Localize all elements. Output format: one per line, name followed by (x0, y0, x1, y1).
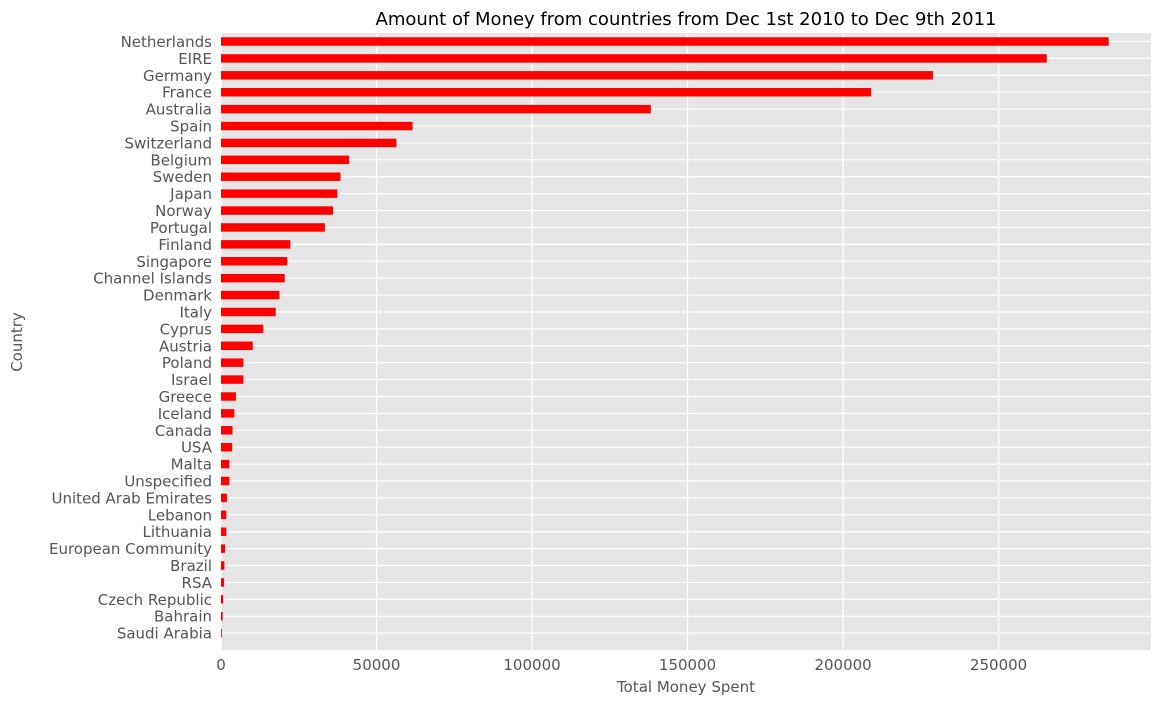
y-tick-label: Lebanon (148, 506, 212, 524)
y-tick-label: Brazil (170, 557, 212, 575)
y-tick-label: Belgium (151, 151, 213, 169)
y-tick-label: United Arab Emirates (51, 489, 212, 507)
bar (221, 290, 280, 300)
bar (221, 442, 233, 452)
bar (221, 578, 225, 587)
y-tick-label: Australia (146, 101, 212, 119)
bar (221, 375, 244, 384)
y-tick-label: Germany (143, 67, 212, 85)
y-tick-label: Lithuania (143, 523, 212, 541)
bar (221, 493, 227, 503)
x-tick-label: 250000 (970, 656, 1027, 674)
x-tick-label: 50000 (353, 656, 401, 674)
bar (221, 510, 227, 520)
bar (221, 341, 253, 350)
y-tick-label: Cyprus (160, 320, 213, 338)
y-tick-label: Denmark (143, 287, 212, 305)
bar (221, 189, 338, 198)
y-tick-labels: NetherlandsEIREGermanyFranceAustraliaSpa… (49, 33, 213, 643)
y-axis-label: Country (8, 312, 26, 372)
chart-title: Amount of Money from countries from Dec … (376, 9, 997, 30)
bar (221, 138, 397, 148)
bar (221, 37, 1109, 46)
bar (221, 240, 291, 249)
y-tick-label: EIRE (178, 50, 212, 68)
y-tick-label: Greece (159, 388, 212, 406)
bar (221, 71, 933, 80)
y-tick-label: Poland (162, 354, 212, 372)
y-tick-label: Italy (179, 303, 212, 321)
y-tick-label: Singapore (136, 253, 212, 271)
y-tick-label: Norway (155, 202, 212, 220)
y-tick-label: Malta (171, 456, 212, 474)
bars-layer (221, 37, 1109, 638)
bar (221, 324, 264, 334)
y-tick-label: Iceland (158, 405, 212, 423)
bar (221, 257, 288, 266)
y-tick-label: Switzerland (125, 134, 213, 152)
y-tick-label: Japan (169, 185, 212, 203)
y-tick-label: Austria (159, 337, 212, 355)
x-tick-label: 0 (216, 656, 226, 674)
bar (221, 409, 235, 418)
y-tick-label: France (162, 84, 212, 102)
y-tick-label: Bahrain (154, 608, 212, 626)
y-tick-label: Finland (158, 236, 212, 254)
bar (221, 527, 227, 536)
bar (221, 223, 325, 232)
bar (221, 358, 244, 367)
y-tick-label: USA (181, 439, 213, 457)
y-tick-label: Unspecified (124, 473, 212, 491)
bar (221, 544, 226, 553)
bar (221, 392, 236, 401)
bar (221, 206, 333, 215)
bar (221, 172, 341, 181)
y-tick-label: Netherlands (121, 33, 213, 51)
x-tick-label: 100000 (503, 656, 560, 674)
bar (221, 426, 233, 435)
y-tick-label: European Community (49, 540, 212, 558)
bar (221, 155, 350, 165)
y-tick-label: Saudi Arabia (117, 625, 212, 643)
x-tick-label: 200000 (814, 656, 871, 674)
bar (221, 87, 872, 97)
y-tick-label: RSA (182, 574, 213, 592)
bar (221, 561, 225, 570)
y-tick-label: Canada (155, 422, 212, 440)
y-tick-label: Sweden (153, 168, 212, 186)
bar (221, 307, 276, 317)
y-tick-label: Spain (170, 118, 212, 136)
bar (221, 121, 413, 131)
bar (221, 595, 224, 604)
y-tick-label: Czech Republic (98, 591, 212, 609)
x-tick-label: 150000 (659, 656, 716, 674)
bar (221, 273, 285, 283)
bar (221, 612, 223, 621)
bar (221, 476, 230, 486)
y-tick-label: Israel (171, 371, 212, 389)
x-tick-labels: 0 50000 100000 150000 200000 250000 (216, 656, 1027, 674)
bar (221, 459, 230, 469)
bar (221, 628, 222, 638)
bar (221, 54, 1047, 63)
y-tick-label: Portugal (150, 219, 212, 237)
bar (221, 104, 651, 114)
x-axis-label: Total Money Spent (616, 678, 755, 696)
y-tick-label: Channel Islands (93, 270, 212, 288)
